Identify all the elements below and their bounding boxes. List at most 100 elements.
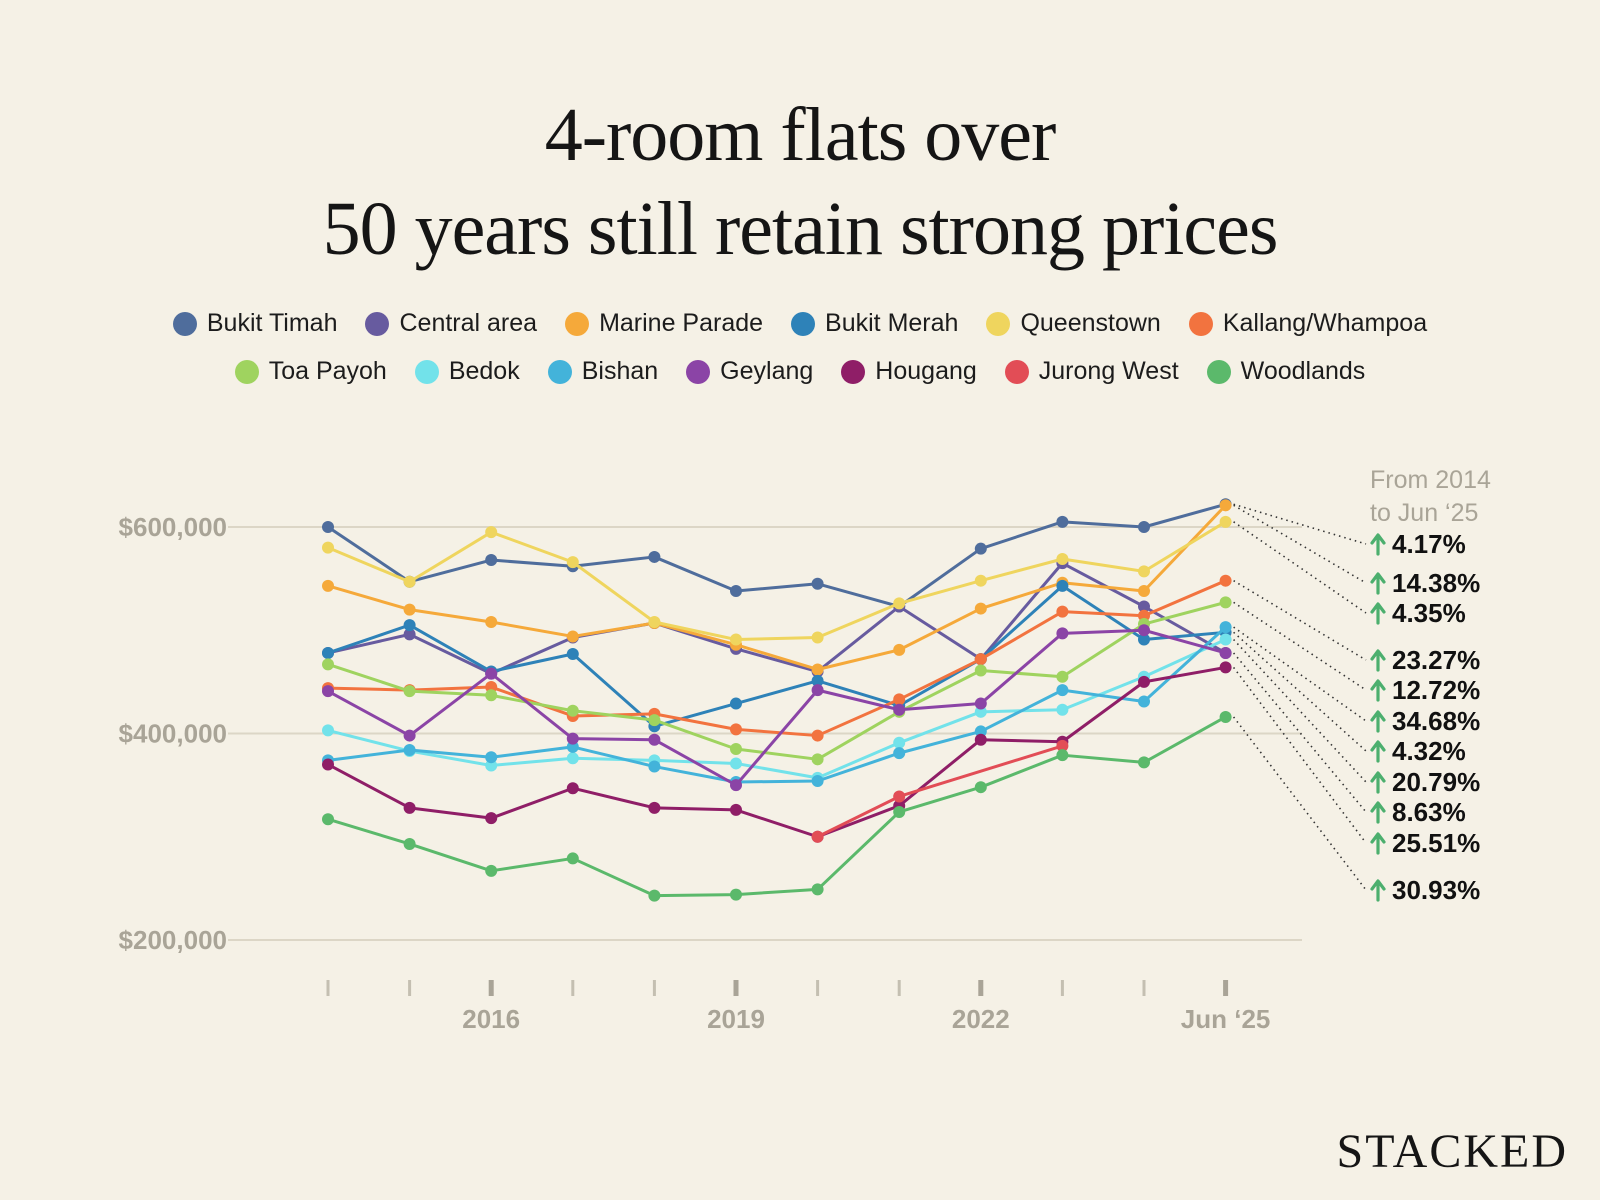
data-point-hougang (974, 733, 987, 746)
series-line-central-area (327, 561, 1227, 676)
up-arrow-icon (1370, 533, 1386, 556)
x-tick-label: 2022 (952, 1004, 1010, 1034)
data-point-toa-payoh (730, 742, 742, 755)
legend-item-queenstown: Queenstown (986, 309, 1161, 338)
data-point-kallang-whampoa (893, 693, 906, 706)
up-arrow-icon (1370, 602, 1386, 625)
series-line-marine-parade (327, 504, 1227, 671)
legend-item-bedok: Bedok (414, 357, 520, 386)
annotation-value-bukit-timah: 4.17% (1392, 529, 1466, 559)
up-arrow-icon (1370, 771, 1386, 794)
data-point-queenstown (566, 556, 579, 569)
y-tick-label: $200,000 (119, 925, 227, 955)
data-point-bukit-merah (1138, 633, 1150, 646)
legend-swatch (1206, 359, 1231, 384)
annotation-value-queenstown: 4.35% (1392, 598, 1466, 628)
data-point-geylang (485, 667, 498, 680)
data-point-woodlands (1138, 756, 1150, 769)
annotation-value-geylang: 8.63% (1392, 797, 1466, 827)
data-point-toa-payoh (485, 689, 498, 702)
data-point-hougang (648, 801, 661, 814)
data-point-bishan (974, 725, 987, 738)
legend-item-toa-payoh: Toa Payoh (234, 357, 387, 386)
legend-item-central-area: Central area (365, 309, 537, 338)
legend-item-bukit-merah: Bukit Merah (791, 309, 958, 338)
data-point-marine-parade (893, 643, 906, 656)
legend-swatch (234, 359, 259, 384)
annotation-leader-line (1233, 638, 1367, 783)
data-point-geylang (403, 729, 416, 742)
data-point-bedok (730, 757, 742, 770)
data-point-hougang (1219, 661, 1232, 674)
data-point-marine-parade (566, 630, 579, 643)
data-point-queenstown (322, 541, 334, 554)
data-point-toa-payoh (811, 753, 824, 766)
data-point-bukit-merah (730, 697, 742, 710)
annotation-value-hougang: 25.51% (1392, 828, 1480, 858)
data-point-woodlands (730, 888, 742, 901)
data-point-marine-parade (485, 615, 498, 628)
data-point-queenstown (730, 633, 742, 646)
annotation-leader-line (1233, 601, 1367, 691)
data-point-hougang (730, 803, 742, 816)
legend-item-marine-parade: Marine Parade (565, 309, 763, 338)
data-point-marine-parade (1138, 585, 1150, 598)
series-line-bukit-timah (327, 502, 1227, 609)
chart-title-line-1: 4-room flats over (544, 93, 1057, 177)
legend-swatch (1188, 311, 1213, 336)
legend-swatch (365, 311, 390, 336)
data-point-geylang (1138, 624, 1150, 637)
annotation-value-toa-payoh: 12.72% (1392, 675, 1480, 705)
legend-swatch (791, 311, 816, 336)
data-point-jurong-west (811, 830, 824, 843)
data-point-central-area (1138, 600, 1150, 613)
chart-title: 4-room flats over 50 years still retain … (0, 88, 1600, 276)
data-point-woodlands (485, 864, 498, 877)
up-arrow-icon (1370, 801, 1386, 824)
data-point-toa-payoh (648, 714, 661, 727)
x-tick-label: 2019 (707, 1004, 765, 1034)
data-point-woodlands (974, 781, 987, 794)
data-point-toa-payoh (974, 664, 987, 677)
annotation-header-line-1: From 2014 (1370, 466, 1491, 494)
annotation-leader-line (1233, 504, 1367, 584)
data-point-geylang (974, 697, 987, 710)
data-point-queenstown (648, 615, 661, 628)
series-line-bukit-merah (327, 584, 1226, 728)
data-point-woodlands (322, 813, 334, 826)
legend-swatch (841, 359, 866, 384)
up-arrow-icon (1370, 710, 1386, 733)
data-point-queenstown (1138, 565, 1150, 578)
data-point-kallang-whampoa (485, 681, 498, 694)
data-point-bukit-timah (1138, 521, 1150, 533)
data-point-bukit-merah (811, 674, 824, 687)
legend-label: Bishan (581, 357, 659, 385)
series-line-bishan (327, 626, 1227, 784)
data-point-bishan (566, 740, 579, 753)
legend-item-bishan: Bishan (547, 357, 659, 386)
data-point-bedok (1219, 633, 1232, 646)
data-point-toa-payoh (566, 704, 579, 717)
data-point-woodlands (648, 889, 661, 902)
data-point-toa-payoh (1056, 670, 1069, 683)
up-arrow-icon (1370, 832, 1386, 855)
data-point-geylang (893, 703, 906, 716)
data-point-toa-payoh (1219, 596, 1232, 609)
data-point-bedok (566, 752, 579, 765)
data-point-geylang (1219, 646, 1232, 659)
data-point-kallang-whampoa (730, 723, 742, 736)
annotation-leader-line (1232, 652, 1367, 813)
data-point-woodlands (403, 837, 416, 850)
data-point-queenstown (1219, 515, 1232, 528)
legend-row-2: Toa Payoh Bedok Bishan Geylang Hougang Jurong… (0, 357, 1600, 386)
legend-item-woodlands: Woodlands (1206, 357, 1365, 386)
data-point-hougang (1138, 675, 1150, 688)
legend-label: Bukit Merah (825, 309, 959, 337)
legend-label: Geylang (720, 357, 814, 385)
legend-label: Central area (399, 309, 538, 337)
annotation-leader-line (1233, 580, 1367, 661)
data-point-hougang (566, 782, 579, 795)
data-point-queenstown (893, 597, 906, 610)
legend-swatch (172, 311, 197, 336)
data-point-kallang-whampoa (974, 653, 987, 666)
